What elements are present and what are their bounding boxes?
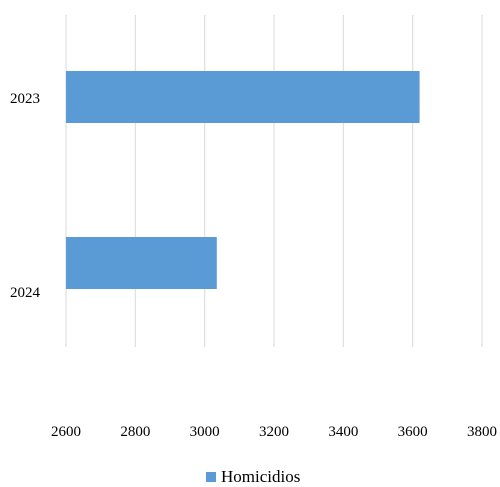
legend-swatch [206, 472, 216, 482]
category-label: 2023 [10, 91, 40, 107]
x-tick-label: 2800 [120, 424, 150, 440]
x-tick-label: 3400 [328, 424, 358, 440]
legend-label: Homicidios [221, 467, 300, 486]
x-tick-label: 3200 [259, 424, 289, 440]
x-tick-label: 3000 [190, 424, 220, 440]
grid-lines [65, 15, 483, 347]
bar [66, 71, 420, 123]
category-labels: 2023 2024 [10, 91, 41, 301]
bar [66, 237, 217, 289]
bars [66, 71, 420, 289]
x-tick-labels: 2600 2800 3000 3200 3400 3600 3800 [51, 424, 497, 440]
category-label: 2024 [10, 285, 41, 301]
x-tick-label: 3800 [467, 424, 497, 440]
legend: Homicidios [206, 467, 300, 486]
x-tick-label: 2600 [51, 424, 81, 440]
x-tick-label: 3600 [398, 424, 428, 440]
